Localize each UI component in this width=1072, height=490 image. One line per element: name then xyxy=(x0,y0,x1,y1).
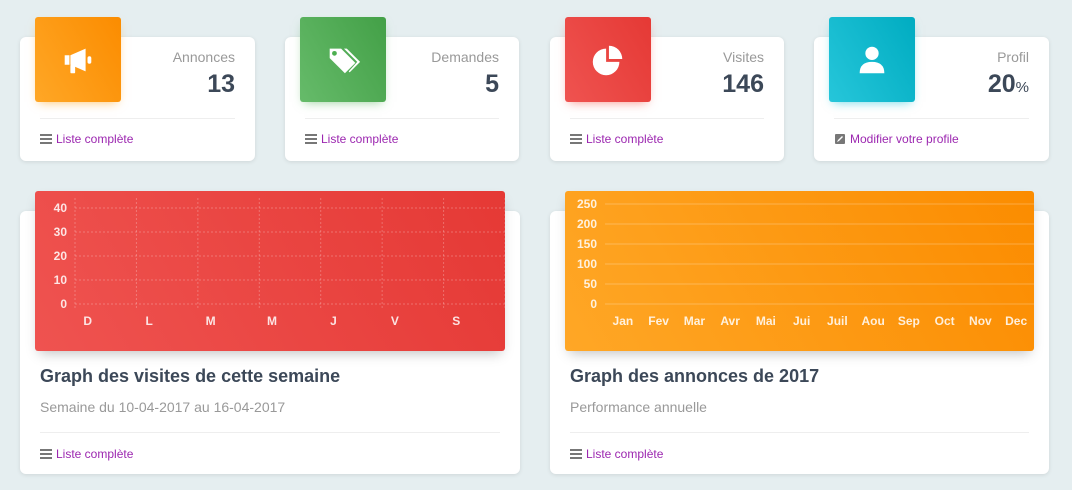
stat-icon-box xyxy=(300,17,386,102)
y-tick-label: 10 xyxy=(54,273,68,287)
stat-value: 146 xyxy=(722,70,764,98)
divider xyxy=(570,118,764,119)
stat-card-annonces: Annonces 13 Liste complète xyxy=(20,17,255,161)
y-tick-label: 200 xyxy=(577,217,597,231)
x-tick-label: J xyxy=(330,314,337,328)
list-icon xyxy=(40,449,52,459)
chart-subtitle: Performance annuelle xyxy=(570,399,707,415)
y-tick-label: 30 xyxy=(54,225,68,239)
y-tick-label: 0 xyxy=(60,297,67,311)
megaphone-icon xyxy=(64,48,92,73)
edit-icon xyxy=(835,134,845,144)
y-tick-label: 40 xyxy=(54,201,68,215)
x-tick-label: Nov xyxy=(969,314,992,328)
x-tick-label: Juil xyxy=(827,314,848,328)
chart-subtitle: Semaine du 10-04-2017 au 16-04-2017 xyxy=(40,399,286,415)
list-icon xyxy=(570,449,582,459)
tags-icon xyxy=(329,48,361,73)
stat-card-demandes: Demandes 5 Liste complète xyxy=(285,17,519,161)
x-tick-label: S xyxy=(452,314,460,328)
x-tick-label: M xyxy=(206,314,216,328)
full-list-link[interactable]: Liste complète xyxy=(570,132,663,146)
divider xyxy=(40,118,235,119)
y-tick-label: 20 xyxy=(54,249,68,263)
stat-value: 5 xyxy=(485,70,499,98)
list-icon xyxy=(305,134,317,144)
stat-card-profil: Profil 20% Modifier votre profile xyxy=(814,17,1049,161)
stat-label: Demandes xyxy=(431,49,499,65)
x-tick-label: Avr xyxy=(720,314,740,328)
chart-title: Graph des annonces de 2017 xyxy=(570,366,820,386)
x-tick-label: Aou xyxy=(861,314,884,328)
x-tick-label: Dec xyxy=(1005,314,1027,328)
stat-icon-box xyxy=(35,17,121,102)
stat-label: Visites xyxy=(723,49,764,65)
edit-profile-link[interactable]: Modifier votre profile xyxy=(834,132,959,146)
chart-title: Graph des visites de cette semaine xyxy=(40,366,341,386)
x-tick-label: M xyxy=(267,314,277,328)
stat-card-visites: Visites 146 Liste complète xyxy=(550,17,784,161)
y-tick-label: 100 xyxy=(577,257,597,271)
list-icon xyxy=(40,134,52,144)
divider xyxy=(40,432,500,433)
annonces-chart-svg: 0 50 100 150 200 250 Jan Fev Mar Avr Mai Jui Juil Aou… xyxy=(577,197,1034,328)
x-tick-label: Mai xyxy=(756,314,776,328)
full-list-link[interactable]: Liste complète xyxy=(40,447,133,461)
x-tick-label: Jui xyxy=(793,314,810,328)
chart-card-visits: 0 10 20 30 40 D L M M J V S Graph des visites de ce… xyxy=(20,191,520,474)
stat-value: 13 xyxy=(207,70,235,98)
pie-chart-icon xyxy=(592,45,623,75)
x-tick-label: Mar xyxy=(684,314,706,328)
stat-value: 20% xyxy=(987,70,1029,98)
divider xyxy=(834,118,1029,119)
x-tick-label: Oct xyxy=(935,314,955,328)
x-tick-label: V xyxy=(391,314,399,328)
x-tick-label: D xyxy=(83,314,92,328)
x-tick-label: Jan xyxy=(613,314,634,328)
stat-icon-box xyxy=(565,17,651,102)
y-tick-label: 150 xyxy=(577,237,597,251)
y-tick-label: 0 xyxy=(590,297,597,311)
user-icon xyxy=(859,46,885,73)
y-tick-label: 50 xyxy=(584,277,598,291)
divider xyxy=(570,432,1029,433)
y-tick-label: 250 xyxy=(577,197,597,211)
x-tick-label: Sep xyxy=(898,314,920,328)
stat-icon-box xyxy=(829,17,915,102)
annonces-chart: 0 50 100 150 200 250 Jan Fev Mar Avr Mai Jui Juil Aou… xyxy=(565,191,1034,351)
x-tick-label: L xyxy=(145,314,152,328)
visits-chart: 0 10 20 30 40 D L M M J V S xyxy=(35,191,505,351)
list-icon xyxy=(570,134,582,144)
full-list-link[interactable]: Liste complète xyxy=(305,132,398,146)
visits-chart-svg: 0 10 20 30 40 D L M M J V S xyxy=(54,198,505,328)
chart-card-annonces: 0 50 100 150 200 250 Jan Fev Mar Avr Mai Jui Juil Aou… xyxy=(550,191,1049,474)
full-list-link[interactable]: Liste complète xyxy=(40,132,133,146)
stat-label: Annonces xyxy=(172,49,235,65)
stat-label: Profil xyxy=(997,49,1029,65)
x-tick-label: Fev xyxy=(648,314,669,328)
full-list-link[interactable]: Liste complète xyxy=(570,447,663,461)
divider xyxy=(305,118,499,119)
